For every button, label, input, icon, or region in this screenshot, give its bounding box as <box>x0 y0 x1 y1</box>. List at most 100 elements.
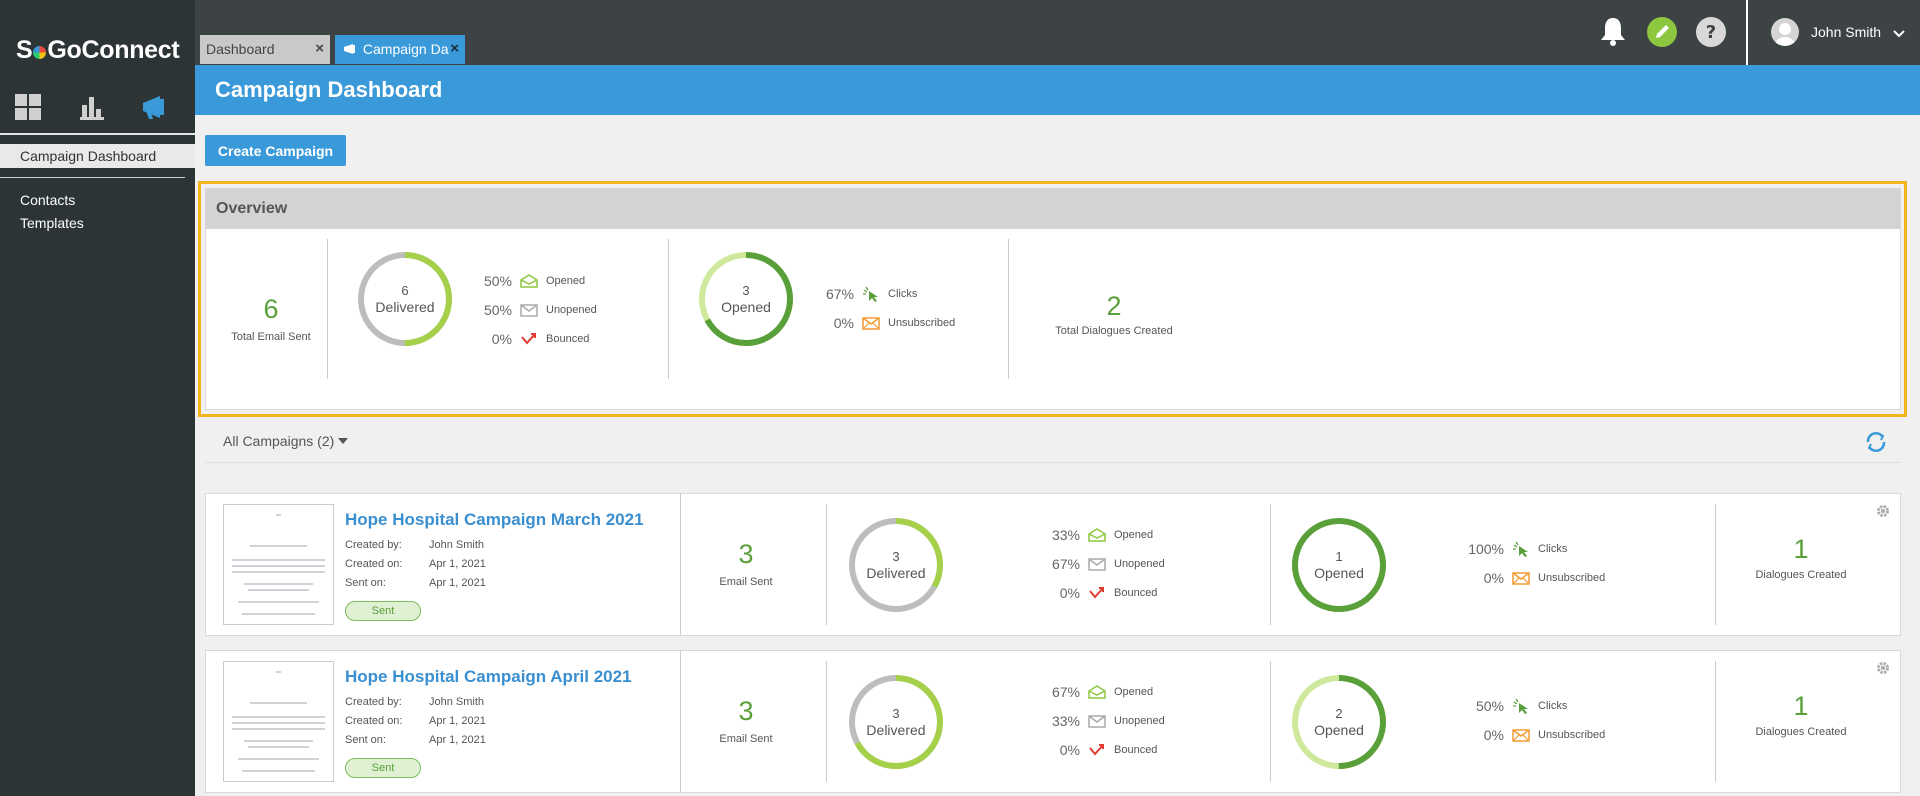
overview-panel: Overview 6 Total Email Sent 6 Delivered 5… <box>205 188 1901 410</box>
app-logo[interactable]: S GoConnect <box>16 36 180 65</box>
refresh-icon[interactable] <box>1864 430 1888 459</box>
sidebar-item-templates[interactable]: Templates <box>20 215 84 231</box>
gear-icon[interactable] <box>1876 504 1890 523</box>
campaign-thumbnail[interactable] <box>223 661 334 782</box>
opened-count: 2 <box>1335 706 1343 721</box>
stat-label: Clicks <box>888 288 918 300</box>
unsubscribe-envelope-icon <box>1510 571 1532 585</box>
cursor-click-icon <box>860 286 882 302</box>
meta-key: Sent on: <box>345 734 386 746</box>
clicks-stat: 50% Clicks <box>1468 698 1567 714</box>
campaign-title: Hope Hospital Campaign April 2021 <box>345 667 632 686</box>
opened-label: Opened <box>721 299 771 315</box>
delivered-label: Delivered <box>866 722 926 738</box>
opened-stat: 67% Opened <box>1044 684 1153 700</box>
title-bar: Campaign Dashboard <box>195 65 1920 115</box>
opened-ring: 2 Opened <box>1291 674 1387 770</box>
stat-label: Opened <box>1114 686 1154 698</box>
clicks-stat: 67% Clicks <box>818 286 917 302</box>
megaphone-icon <box>344 44 355 54</box>
opened-label: Opened <box>1314 565 1364 581</box>
divider <box>680 651 681 792</box>
unsubscribed-stat: 0% Unsubscribed <box>818 315 956 331</box>
divider <box>1715 661 1716 782</box>
divider <box>668 239 669 379</box>
stat-percent: 50% <box>1475 698 1504 714</box>
status-badge: Sent <box>345 601 421 621</box>
campaign-thumbnail[interactable] <box>223 504 334 625</box>
status-label: Sent <box>371 605 395 617</box>
stat-percent: 33% <box>1051 527 1080 543</box>
sidebar-nav-icons <box>0 88 195 126</box>
stat-label: Unsubscribed <box>1538 572 1606 584</box>
gear-icon[interactable] <box>1876 661 1890 680</box>
header-divider <box>1746 0 1748 65</box>
divider <box>826 504 827 625</box>
meta-value: Apr 1, 2021 <box>429 734 486 746</box>
email-sent-label: Email Sent <box>719 576 773 588</box>
chevron-down-icon[interactable] <box>1893 26 1905 44</box>
sidebar: S GoConnect Campaign Dashboard Contacts T… <box>0 0 195 796</box>
created-on-row: Created on: Apr 1, 2021 <box>345 558 486 570</box>
logo-text-left: S <box>16 36 33 64</box>
bar-chart-icon[interactable] <box>72 88 112 126</box>
dialogues-label: Dialogues Created <box>1755 569 1847 581</box>
dialogues-value: 1 <box>1793 691 1809 721</box>
unsubscribed-stat: 0% Unsubscribed <box>1468 570 1606 586</box>
stat-label: Unopened <box>1114 715 1165 727</box>
campaign-name[interactable]: Hope Hospital Campaign April 2021 <box>345 667 632 687</box>
closed-envelope-icon <box>1086 714 1108 728</box>
divider <box>826 661 827 782</box>
unsubscribe-envelope-icon <box>860 316 882 330</box>
divider <box>680 494 681 635</box>
avatar[interactable] <box>1771 18 1799 46</box>
tab-dashboard[interactable]: Dashboard × <box>200 35 330 64</box>
dashboard-grid-icon[interactable] <box>8 88 48 126</box>
opened-ring: 3 Opened <box>698 251 794 347</box>
stat-label: Bounced <box>1114 744 1158 756</box>
campaign-name[interactable]: Hope Hospital Campaign March 2021 <box>345 510 644 530</box>
megaphone-icon[interactable] <box>136 88 176 126</box>
divider <box>327 239 328 379</box>
delivered-ring: 3 Delivered <box>848 674 944 770</box>
sent-on-row: Sent on: Apr 1, 2021 <box>345 734 486 746</box>
create-campaign-button[interactable]: Create Campaign <box>205 135 346 166</box>
user-name[interactable]: John Smith <box>1811 24 1882 40</box>
meta-value: John Smith <box>429 539 485 551</box>
sidebar-item-contacts[interactable]: Contacts <box>20 192 76 208</box>
help-icon[interactable]: ? <box>1695 16 1727 53</box>
created-on-row: Created on: Apr 1, 2021 <box>345 715 486 727</box>
sidebar-item-campaign-dashboard[interactable]: Campaign Dashboard <box>0 144 195 168</box>
close-icon[interactable]: × <box>450 40 459 57</box>
stat-percent: 0% <box>1483 727 1504 743</box>
created-by-row: Created by: John Smith <box>345 539 484 551</box>
stat-percent: 100% <box>1468 541 1504 557</box>
email-sent-value: 3 <box>738 539 754 569</box>
meta-value: Apr 1, 2021 <box>429 558 486 570</box>
open-envelope-icon <box>1086 685 1108 699</box>
bounce-arrow-icon <box>1086 586 1108 600</box>
meta-value: Apr 1, 2021 <box>429 715 486 727</box>
opened-stat: 33% Opened <box>1044 527 1153 543</box>
cursor-click-icon <box>1510 698 1532 714</box>
close-icon[interactable]: × <box>315 40 324 57</box>
cursor-click-icon <box>1510 541 1532 557</box>
dialogues-value: 1 <box>1793 534 1809 564</box>
stat-percent: 67% <box>1051 556 1080 572</box>
email-sent-label: Email Sent <box>719 733 773 745</box>
pencil-icon[interactable] <box>1646 16 1678 53</box>
bounce-arrow-icon <box>518 332 540 346</box>
stat-label: Clicks <box>1538 700 1568 712</box>
unopened-stat: 50% Unopened <box>476 302 597 318</box>
opened-ring: 1 Opened <box>1291 517 1387 613</box>
open-envelope-icon <box>518 274 540 288</box>
stat-percent: 0% <box>1059 742 1080 758</box>
created-by-row: Created by: John Smith <box>345 696 484 708</box>
tab-campaign-dashboard[interactable]: Campaign Da × <box>335 35 465 64</box>
stat-percent: 67% <box>1051 684 1080 700</box>
campaign-filter-dropdown[interactable]: All Campaigns (2) <box>223 433 349 449</box>
bell-icon[interactable] <box>1599 16 1627 53</box>
total-dialogues-label: Total Dialogues Created <box>1055 325 1173 337</box>
closed-envelope-icon <box>518 303 540 317</box>
unsubscribe-envelope-icon <box>1510 728 1532 742</box>
